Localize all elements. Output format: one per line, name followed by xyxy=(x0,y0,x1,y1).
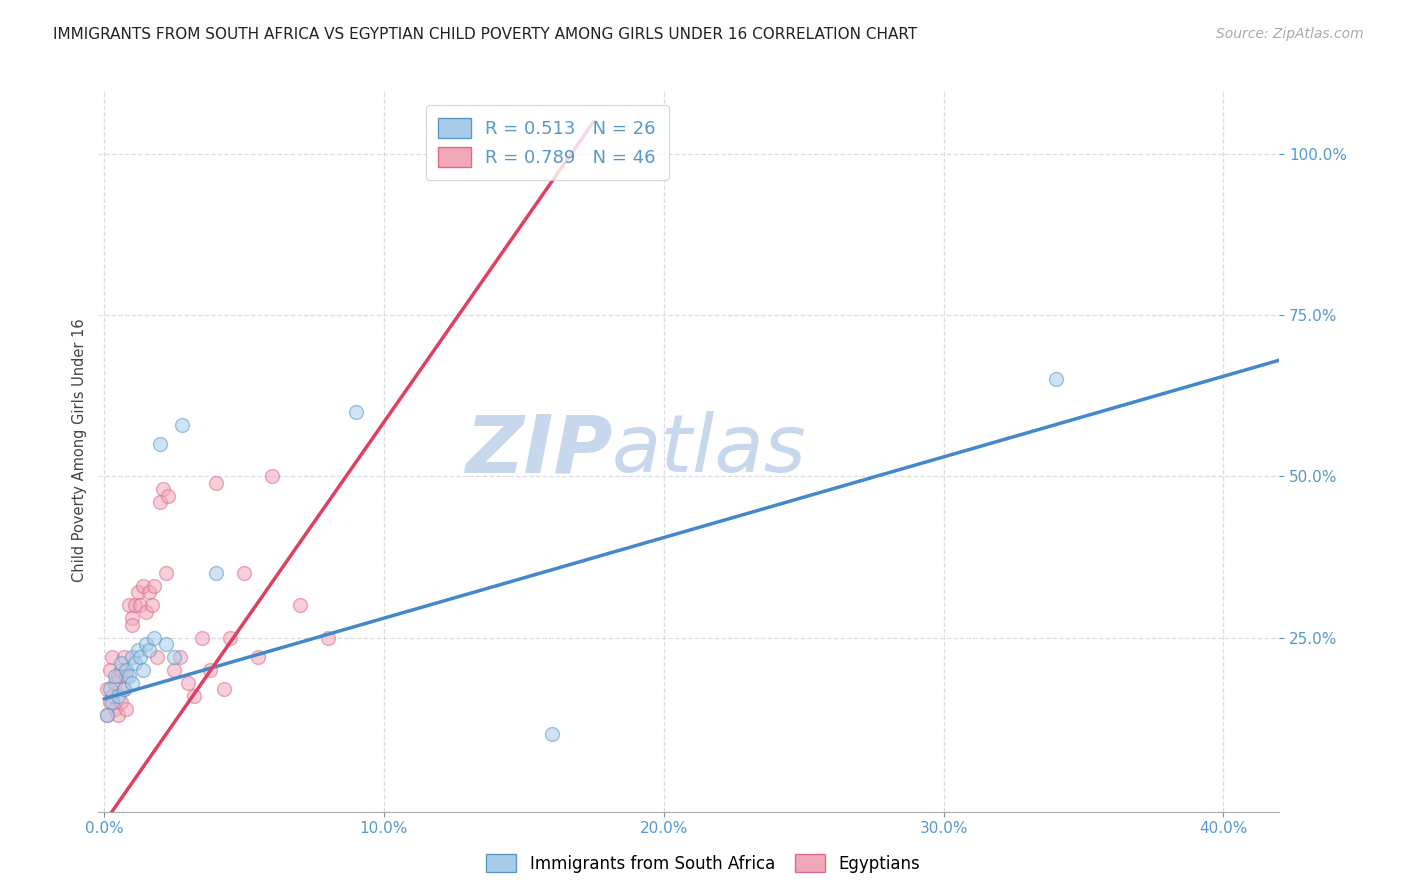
Point xyxy=(183,689,205,703)
Point xyxy=(101,689,124,703)
Point xyxy=(157,489,180,503)
Point xyxy=(118,669,141,683)
Point xyxy=(191,631,214,645)
Point xyxy=(138,643,160,657)
Point xyxy=(143,579,166,593)
Point xyxy=(101,695,124,709)
Point xyxy=(132,663,155,677)
Point xyxy=(104,701,127,715)
Point xyxy=(169,649,191,664)
Point xyxy=(1045,372,1067,386)
Text: atlas: atlas xyxy=(612,411,807,490)
Point xyxy=(104,669,127,683)
Point xyxy=(316,631,339,645)
Point xyxy=(112,682,135,697)
Point xyxy=(107,669,129,683)
Point xyxy=(146,649,169,664)
Point xyxy=(110,663,132,677)
Point xyxy=(118,599,141,613)
Point xyxy=(127,585,149,599)
Point xyxy=(121,649,143,664)
Point xyxy=(177,675,200,690)
Point xyxy=(205,566,228,580)
Point xyxy=(115,701,138,715)
Point xyxy=(112,682,135,697)
Point xyxy=(288,599,311,613)
Point xyxy=(143,631,166,645)
Point xyxy=(172,417,194,432)
Point xyxy=(112,649,135,664)
Point xyxy=(155,566,177,580)
Point xyxy=(96,708,118,723)
Point xyxy=(115,663,138,677)
Point xyxy=(129,599,152,613)
Point xyxy=(141,599,163,613)
Legend: R = 0.513   N = 26, R = 0.789   N = 46: R = 0.513 N = 26, R = 0.789 N = 46 xyxy=(426,105,669,179)
Point xyxy=(132,579,155,593)
Point xyxy=(344,405,367,419)
Point xyxy=(138,585,160,599)
Point xyxy=(110,695,132,709)
Point xyxy=(98,663,121,677)
Point xyxy=(200,663,222,677)
Point xyxy=(163,663,186,677)
Point xyxy=(135,605,157,619)
Point xyxy=(540,727,562,741)
Point xyxy=(127,643,149,657)
Point xyxy=(98,695,121,709)
Point xyxy=(121,617,143,632)
Point xyxy=(233,566,256,580)
Point xyxy=(152,482,174,496)
Point xyxy=(104,675,127,690)
Point xyxy=(135,637,157,651)
Point xyxy=(155,637,177,651)
Point xyxy=(219,631,242,645)
Point xyxy=(205,475,228,490)
Y-axis label: Child Poverty Among Girls Under 16: Child Poverty Among Girls Under 16 xyxy=(72,318,87,582)
Point xyxy=(96,708,118,723)
Point xyxy=(246,649,269,664)
Point xyxy=(214,682,236,697)
Point xyxy=(149,437,172,451)
Point xyxy=(260,469,283,483)
Point xyxy=(124,599,146,613)
Text: ZIP: ZIP xyxy=(465,411,612,490)
Legend: Immigrants from South Africa, Egyptians: Immigrants from South Africa, Egyptians xyxy=(479,847,927,880)
Point xyxy=(110,657,132,671)
Point xyxy=(163,649,186,664)
Point xyxy=(149,495,172,509)
Point xyxy=(101,649,124,664)
Point xyxy=(115,669,138,683)
Point xyxy=(96,682,118,697)
Point xyxy=(121,675,143,690)
Point xyxy=(124,657,146,671)
Point xyxy=(129,649,152,664)
Text: Source: ZipAtlas.com: Source: ZipAtlas.com xyxy=(1216,27,1364,41)
Point xyxy=(98,682,121,697)
Point xyxy=(121,611,143,625)
Text: IMMIGRANTS FROM SOUTH AFRICA VS EGYPTIAN CHILD POVERTY AMONG GIRLS UNDER 16 CORR: IMMIGRANTS FROM SOUTH AFRICA VS EGYPTIAN… xyxy=(53,27,918,42)
Point xyxy=(107,708,129,723)
Point xyxy=(107,689,129,703)
